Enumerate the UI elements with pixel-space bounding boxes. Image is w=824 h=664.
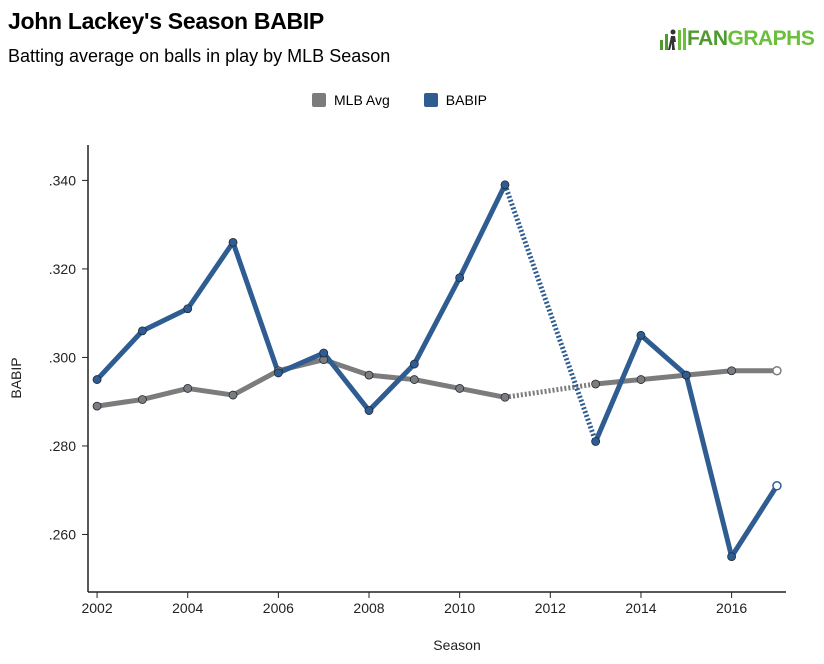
x-axis-label: Season [433,637,480,653]
babip-line-segment [638,332,689,378]
legend-swatch-babip [423,93,438,107]
babip-point[interactable] [409,359,419,369]
x-tick-label: 2012 [535,600,566,616]
babip-line-segment [185,239,236,312]
x-tick-label: 2010 [444,600,475,616]
babip-line-segment [321,350,372,414]
mlb-avg-line-segment [230,368,281,398]
chart-axes: .260 .280 .300 .320 .340 2002 2004 2006 2008 2010… [49,145,786,616]
fangraphs-logo-icon [660,28,686,50]
mlb-avg-line-segment [593,377,644,387]
babip-line-segment [729,483,780,560]
babip-point[interactable] [500,180,510,190]
babip-point[interactable] [364,406,374,415]
babip-line-segment [366,361,417,414]
babip-line-segment [683,372,735,560]
mlb-avg-point[interactable] [727,366,737,376]
babip-point[interactable] [727,552,737,561]
x-tick-label: 2006 [263,600,294,616]
mlb-avg-point[interactable] [409,375,419,384]
mlb-avg-point[interactable] [500,392,510,402]
babip-point[interactable] [273,368,283,378]
y-tick-label: .280 [49,438,76,454]
y-tick-label: .300 [49,349,76,365]
logo-text-fan: FAN [687,27,728,50]
babip-point[interactable] [636,330,646,340]
mlb-avg-point[interactable] [591,379,601,389]
babip-point[interactable] [591,437,601,446]
mlb-avg-point[interactable] [228,390,238,400]
mlb-avg-line-segment [683,368,735,378]
babip-line-segment [593,332,644,445]
mlb-avg-line-segment [185,385,236,398]
mlb-avg-point[interactable] [455,384,465,393]
chart-lines [94,182,780,560]
babip-point[interactable] [137,326,147,336]
legend-item-mlb-avg[interactable]: MLB Avg [312,92,390,108]
x-tick-label: 2004 [172,600,203,616]
babip-point[interactable] [455,273,465,283]
mlb-avg-line-segment [139,385,191,402]
legend-label-babip: BABIP [445,92,488,108]
babip-point[interactable] [319,348,329,358]
babip-point[interactable] [772,481,782,491]
babip-line-segment [457,182,508,281]
x-tick-label: 2016 [716,600,747,616]
x-tick-label: 2002 [81,600,112,616]
babip-line-segment [411,275,463,367]
x-tick-label: 2014 [625,600,656,616]
mlb-avg-line-segment [94,396,145,409]
babip-point[interactable] [92,375,102,384]
mlb-avg-point[interactable] [137,395,147,404]
mlb-avg-line-segment [638,372,689,383]
babip-line-segment [94,328,145,383]
mlb-avg-line-segment [504,381,596,400]
y-axis-label: BABIP [8,357,24,398]
mlb-avg-line-segment [366,372,417,383]
babip-line-segment [139,306,191,334]
y-tick-label: .320 [49,261,76,277]
mlb-avg-line-segment [457,385,508,400]
mlb-avg-point[interactable] [92,401,102,411]
legend-label-mlb-avg: MLB Avg [334,92,390,108]
logo-text-graphs: GRAPHS [727,27,815,50]
babip-line-segment [230,239,281,376]
legend-swatch-mlb-avg [312,93,326,107]
mlb-avg-point[interactable] [183,384,193,393]
chart-points [92,180,782,561]
x-tick-label: 2008 [353,600,384,616]
babip-point[interactable] [681,370,691,380]
mlb-avg-point[interactable] [772,365,782,376]
babip-point[interactable] [183,304,193,314]
mlb-avg-point[interactable] [364,370,374,380]
chart-subtitle: Batting average on balls in play by MLB … [8,46,391,66]
mlb-avg-point[interactable] [636,375,646,384]
y-tick-label: .260 [49,526,76,542]
babip-line-segment [275,350,327,376]
babip-line-segment [502,183,598,443]
legend-item-babip[interactable]: BABIP [423,92,488,108]
mlb-avg-line-segment [411,377,463,391]
chart-legend: MLB Avg BABIP [312,92,521,108]
chart-title: John Lackey's Season BABIP [8,8,324,34]
fangraphs-logo[interactable]: FANGRAPHS [660,27,815,51]
babip-point[interactable] [228,237,238,247]
y-tick-label: .340 [49,172,76,188]
